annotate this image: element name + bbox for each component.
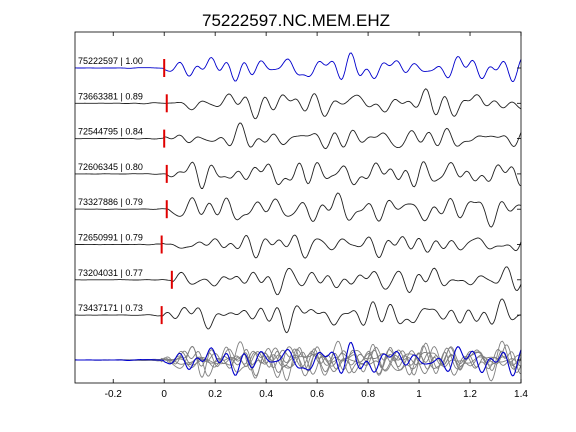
overlay-trace-line xyxy=(75,345,522,378)
x-tick-label: 1 xyxy=(416,389,422,400)
trace-label: 72544795 | 0.84 xyxy=(78,127,143,137)
x-tick-label: 0.8 xyxy=(361,389,375,400)
x-tick-label: 0.4 xyxy=(259,389,273,400)
trace-line xyxy=(74,122,522,150)
trace-label: 73204031 | 0.77 xyxy=(78,268,143,278)
trace-label: 72606345 | 0.80 xyxy=(78,162,143,172)
trace-label: 72650991 | 0.79 xyxy=(78,233,143,243)
x-tick-label: 1.2 xyxy=(463,389,477,400)
trace-label: 73327886 | 0.79 xyxy=(78,197,143,207)
trace-line xyxy=(74,266,522,296)
overlay-group xyxy=(74,340,522,382)
x-axis: -0.2 0 0.2 0.4 0.6 0.8 1 1.2 1.4 xyxy=(105,32,528,400)
x-tick-label: 0 xyxy=(161,389,167,400)
traces-group xyxy=(74,52,522,334)
axes-frame xyxy=(74,31,522,384)
x-tick-label: -0.2 xyxy=(105,389,123,400)
trace-line xyxy=(74,192,522,228)
trace-labels-group: 75222597 | 1.00 73663381 | 0.89 72544795 |… xyxy=(78,56,143,313)
x-tick-label: 0.6 xyxy=(310,389,324,400)
trace-label: 73663381 | 0.89 xyxy=(78,91,143,101)
trace-label: 75222597 | 1.00 xyxy=(78,56,143,66)
trace-label: 73437171 | 0.73 xyxy=(78,303,143,313)
trace-line xyxy=(75,88,522,120)
trace-line xyxy=(75,52,522,82)
trace-line xyxy=(75,298,521,334)
x-tick-label: 0.2 xyxy=(208,389,222,400)
chart-title: 75222597.NC.MEM.EHZ xyxy=(202,11,390,30)
x-tick-label: 1.4 xyxy=(514,389,528,400)
overlay-trace-line xyxy=(75,341,522,377)
trace-line xyxy=(75,234,522,259)
pick-markers-group xyxy=(160,59,521,325)
trace-line xyxy=(75,161,522,189)
